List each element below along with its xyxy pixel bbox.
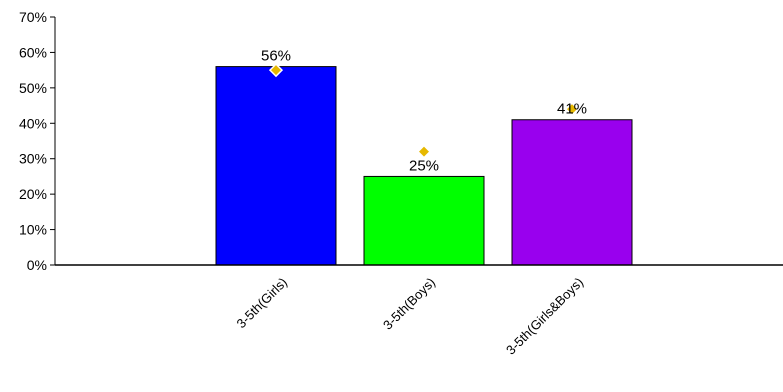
- y-tick-label: 0%: [27, 257, 47, 273]
- category-labels: 3-5th(Girls) 3-5th(Boys) 3-5th(Girls&Boys): [234, 275, 587, 358]
- markers: [268, 63, 580, 159]
- category-label: 3-5th(Girls): [234, 275, 291, 332]
- y-tick-label: 20%: [19, 186, 47, 202]
- y-tick-label: 10%: [19, 222, 47, 238]
- bar: [363, 175, 485, 266]
- bar-value-label: 41%: [557, 101, 587, 118]
- y-tick-label: 60%: [19, 44, 47, 60]
- diamond-marker: [564, 102, 580, 117]
- bar-value-label: 25%: [409, 157, 439, 174]
- category-label: 3-5th(Girls&Boys): [503, 275, 586, 358]
- y-tick-label: 40%: [19, 115, 47, 131]
- y-tick-label: 70%: [19, 9, 47, 25]
- bar: [215, 66, 337, 266]
- y-axis-ticks: 0% 10% 20% 30% 40% 50% 60% 70%: [19, 9, 55, 273]
- category-label: 3-5th(Boys): [380, 275, 438, 333]
- value-labels: 56% 25% 41%: [261, 48, 587, 175]
- bar: [511, 119, 633, 266]
- diamond-marker: [416, 144, 432, 159]
- bars: [215, 66, 633, 266]
- y-tick-label: 50%: [19, 80, 47, 96]
- bar-value-label: 56%: [261, 48, 291, 65]
- diamond-marker: [268, 63, 284, 78]
- y-tick-label: 30%: [19, 151, 47, 167]
